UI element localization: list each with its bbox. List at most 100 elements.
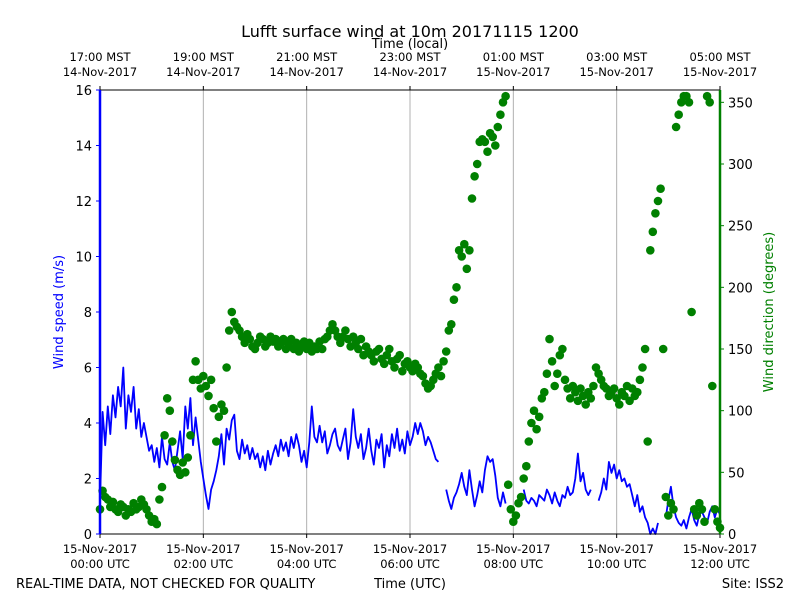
wind-direction-point [212,437,221,446]
wind-direction-point [550,381,559,391]
wind-direction-point [586,394,596,403]
wind-direction-point [157,482,167,492]
wind-direction-point [183,453,193,462]
top-tick-time: 03:00 MST [586,50,648,64]
wind-direction-point [201,381,211,391]
top-tick-date: 14-Nov-2017 [373,65,447,79]
top-tick-date: 15-Nov-2017 [683,65,757,79]
wind-direction-point [488,132,498,142]
wind-direction-point [700,517,709,526]
wind-direction-point [369,357,379,366]
wind-direction-point [418,371,428,381]
bottom-tick-time: 06:00 UTC [380,557,440,571]
wind-direction-point [565,394,575,403]
wind-direction-point [439,357,448,366]
bottom-tick-date: 15-Nov-2017 [166,542,240,556]
right-axis-ticks: 0 50 100 150 200 250 300 350 [720,96,753,543]
wind-direction-point [503,480,513,490]
top-tick-time: 01:00 MST [483,50,545,64]
top-tick-time: 17:00 MST [69,50,131,64]
wind-direction-point [656,184,665,193]
wind-direction-point [664,511,673,520]
wind-direction-point [204,391,213,401]
wind-direction-point [705,98,714,107]
bottom-tick-date: 15-Nov-2017 [373,542,447,556]
wind-direction-point [447,320,456,329]
right-tick-label: 350 [728,96,753,111]
wind-direction-series [95,91,725,533]
wind-direction-point [522,461,531,471]
wind-direction-point [168,437,177,446]
wind-direction-point [516,492,526,502]
quality-disclaimer: REAL-TIME DATA, NOT CHECKED FOR QUALITY [16,577,315,592]
wind-direction-point [452,283,461,292]
wind-direction-point [646,246,655,255]
bottom-tick-time: 10:00 UTC [587,557,647,571]
wind-direction-point [224,326,234,335]
wind-direction-point [576,384,585,393]
top-tick-date: 14-Nov-2017 [63,65,137,79]
left-tick-label: 16 [75,84,92,99]
right-tick-label: 150 [728,343,753,358]
wind-direction-point [395,350,405,360]
wind-direction-point [152,519,162,529]
left-axis-ticks: 0 2 4 6 8 10 12 14 16 [75,84,100,543]
wind-direction-point [493,122,503,132]
wind-direction-point [160,431,169,440]
wind-direction-point [542,369,552,379]
wind-direction-point [511,511,521,520]
wind-direction-point [589,381,598,391]
wind-direction-point [436,371,446,381]
wind-direction-point [385,344,394,354]
wind-direction-point [165,406,175,416]
wind-direction-point [687,307,696,317]
wind-direction-point [547,357,557,366]
site-label: Site: ISS2 [722,577,784,592]
wind-direction-point [457,252,467,261]
left-tick-label: 0 [84,528,92,543]
top-tick-date: 14-Nov-2017 [166,65,240,79]
wind-direction-point [658,344,668,354]
wind-direction-point [374,344,384,354]
wind-speed-line [99,366,440,510]
wind-direction-point [527,418,536,428]
bottom-tick-time: 12:00 UTC [690,557,750,571]
left-tick-label: 4 [84,417,92,432]
left-tick-label: 14 [75,140,92,155]
wind-direction-point [674,110,683,119]
right-tick-label: 50 [728,466,745,481]
wind-direction-point [692,511,702,520]
wind-direction-point [651,209,660,218]
wind-direction-point [317,344,327,354]
wind-direction-point [199,371,208,381]
wind-direction-point [483,147,492,156]
wind-direction-point [222,363,231,372]
wind-speed-line [522,452,592,508]
wind-direction-point [671,122,681,132]
wind-direction-point [534,412,544,422]
wind-direction-point [648,227,658,237]
wind-direction-point [214,412,224,422]
top-tick-time: 21:00 MST [276,50,338,64]
wind-direction-point [434,363,443,372]
right-tick-label: 300 [728,158,753,173]
wind-direction-point [532,424,541,434]
wind-direction-point [467,194,477,203]
top-tick-date: 14-Nov-2017 [269,65,343,79]
bottom-tick-date: 15-Nov-2017 [269,542,343,556]
wind-direction-point [181,468,190,477]
top-tick-date: 15-Nov-2017 [476,65,550,79]
right-tick-label: 200 [728,281,753,296]
wind-direction-point [708,381,717,391]
wind-direction-point [206,375,216,385]
wind-direction-point [661,492,671,502]
y-axis-label: Wind speed (m/s) [52,255,67,369]
wind-direction-point [615,400,624,409]
top-tick-time: 23:00 MST [379,50,441,64]
bottom-tick-time: 08:00 UTC [484,557,544,571]
wind-direction-point [553,369,562,379]
left-tick-label: 12 [75,195,92,210]
wind-direction-point [219,406,229,416]
wind-speed-line [445,455,507,510]
